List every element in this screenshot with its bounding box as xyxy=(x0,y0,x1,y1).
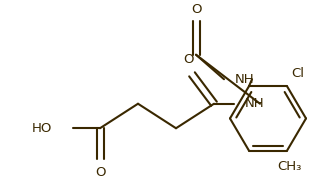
Text: O: O xyxy=(183,53,193,67)
Text: CH₃: CH₃ xyxy=(277,160,301,174)
Text: Cl: Cl xyxy=(291,67,304,80)
Text: NH: NH xyxy=(245,97,265,110)
Text: O: O xyxy=(95,167,105,180)
Text: NH: NH xyxy=(235,73,255,86)
Text: HO: HO xyxy=(31,122,52,135)
Text: O: O xyxy=(191,2,201,15)
